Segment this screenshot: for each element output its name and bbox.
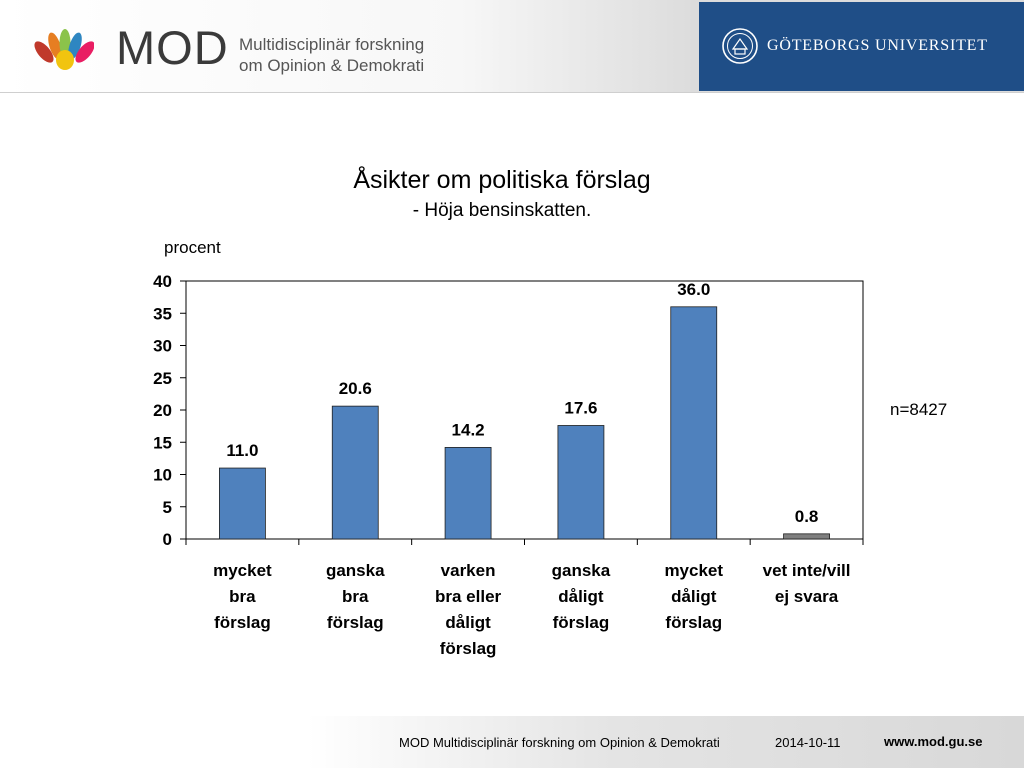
bar: [219, 467, 266, 540]
x-tick-label: mycket dåligt förslag: [638, 558, 750, 636]
chart-subtitle: - Höja bensinskatten.: [412, 200, 592, 221]
x-tick-label: ganska dåligt förslag: [525, 558, 637, 636]
bar: [444, 447, 492, 540]
data-label: 17.6: [564, 398, 597, 417]
university-seal-icon: [722, 28, 758, 64]
y-tick-label: 40: [153, 272, 172, 291]
x-tick-label-line: ej svara: [774, 587, 839, 606]
x-tick-label-line: förslag: [439, 639, 497, 658]
sample-size-annotation: n=8427: [890, 400, 948, 419]
y-tick-label: 25: [153, 369, 172, 388]
y-tick-label: 20: [153, 401, 172, 420]
footer-organization: MOD Multidisciplinär forskning om Opinio…: [399, 735, 720, 750]
university-name: GÖTEBORGS UNIVERSITET: [767, 37, 988, 54]
header-banner: MOD Multidisciplinär forskning om Opinio…: [0, 0, 1024, 93]
footer-bar: [0, 716, 1024, 768]
data-label: 36.0: [677, 280, 710, 299]
x-tick-label: mycket bra förslag: [186, 558, 298, 636]
x-tick-label-line: mycket: [213, 561, 272, 580]
x-tick-label-line: ganska: [551, 561, 611, 580]
y-tick-label: 10: [153, 466, 172, 485]
x-tick-label-line: förslag: [665, 613, 723, 632]
y-tick-label: 0: [163, 530, 172, 549]
mod-subtitle-line-1: Multidisciplinär forskning: [239, 35, 425, 54]
data-label: 20.6: [339, 379, 372, 398]
bar: [557, 425, 605, 540]
data-label: 0.8: [795, 507, 819, 526]
chart-title: Åsikter om politiska förslag: [353, 166, 651, 194]
x-tick-label-line: varken: [440, 561, 496, 580]
university-logo-box: GÖTEBORGS UNIVERSITET: [699, 2, 1024, 91]
bar: [670, 306, 718, 540]
data-label: 14.2: [452, 420, 485, 439]
bar: [331, 405, 379, 540]
y-tick-label: 15: [153, 433, 172, 452]
x-tick-label-line: bra: [229, 587, 256, 606]
bar: [783, 533, 830, 540]
footer-date: 2014-10-11: [775, 735, 841, 750]
x-tick-label: ganska bra förslag: [299, 558, 411, 636]
x-tick-label-line: bra eller: [435, 587, 502, 606]
x-tick-label-line: dåligt: [445, 613, 491, 632]
y-tick-label: 30: [153, 337, 172, 356]
mod-logo-subtitle: Multidisciplinär forskning om Opinion & …: [239, 34, 424, 76]
x-tick-label: varken bra eller dåligt förslag: [412, 558, 524, 662]
data-label: 11.0: [226, 441, 258, 460]
x-tick-label-line: dåligt: [558, 587, 604, 606]
x-tick-label-line: vet inte/vill: [762, 561, 851, 580]
footer-url[interactable]: www.mod.gu.se: [884, 734, 983, 749]
flower-logo-icon: [34, 29, 94, 70]
y-tick-label: 35: [153, 304, 172, 323]
x-tick-label-line: dåligt: [671, 587, 717, 606]
x-tick-label-line: mycket: [664, 561, 724, 580]
mod-subtitle-line-2: om Opinion & Demokrati: [239, 56, 425, 75]
x-tick-label: vet inte/vill ej svara: [751, 558, 863, 610]
y-tick-label: 5: [163, 498, 172, 517]
x-tick-label-line: förslag: [552, 613, 610, 632]
x-tick-label-line: förslag: [214, 613, 271, 632]
x-tick-label-line: ganska: [325, 561, 385, 580]
x-tick-label-line: förslag: [326, 613, 384, 632]
x-tick-label-line: bra: [342, 587, 369, 606]
y-axis-label: procent: [164, 238, 221, 257]
mod-logo-text: MOD: [116, 21, 229, 74]
plot-area-frame: [185, 280, 864, 540]
